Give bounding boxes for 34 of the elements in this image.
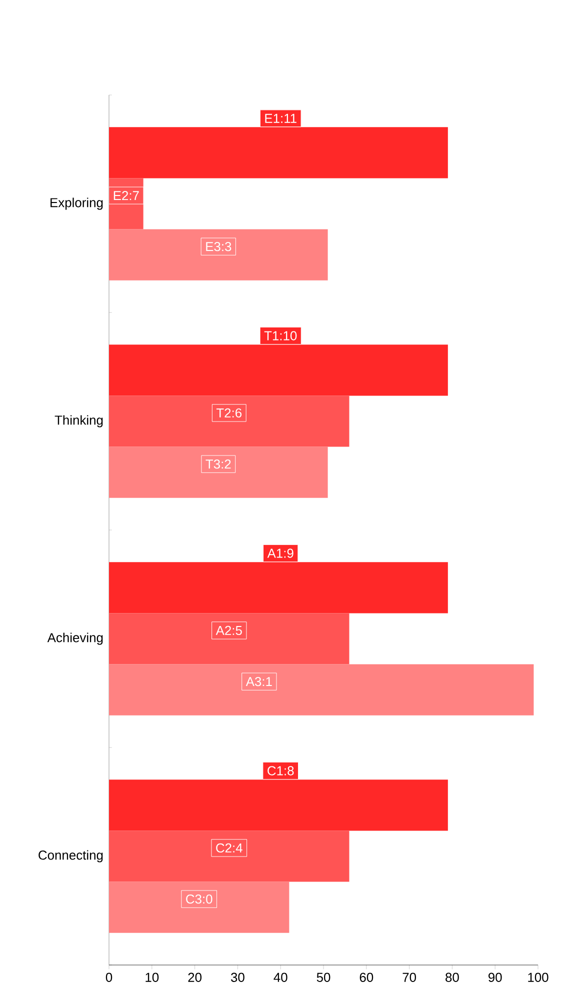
bar [109, 613, 350, 664]
data-label: A2:5 [216, 626, 242, 636]
x-tick-label: 0 [106, 972, 112, 982]
data-label: E1:11 [265, 114, 296, 123]
x-tick-label: 60 [360, 972, 374, 982]
data-label: T1:10 [264, 331, 297, 340]
x-tick-label: 40 [274, 972, 288, 982]
data-label: T2:6 [216, 408, 242, 418]
x-tick-label: 100 [528, 972, 548, 982]
x-tick-label: 80 [446, 972, 459, 982]
data-label: T3:2 [206, 459, 231, 469]
data-label: A3:1 [246, 676, 272, 686]
x-tick-label: 70 [402, 972, 416, 982]
y-tick-label: Achieving [47, 632, 103, 645]
y-tick-label: Exploring [50, 198, 103, 210]
data-label: E2:7 [114, 191, 139, 200]
data-label: A1:9 [267, 548, 294, 558]
bar [109, 664, 534, 716]
data-label: C2:4 [216, 843, 242, 853]
bar [109, 830, 350, 882]
y-tick-label: Connecting [38, 850, 103, 862]
x-tick-label: 50 [316, 972, 330, 982]
bar [109, 446, 328, 498]
x-tick-label: 20 [188, 972, 202, 982]
bar [109, 396, 350, 447]
data-label: C3:0 [186, 894, 212, 904]
x-tick-label: 30 [230, 972, 244, 982]
x-tick-label: 10 [146, 972, 159, 982]
bar [109, 229, 328, 280]
x-tick-label: 90 [488, 972, 502, 982]
data-label: E3:3 [206, 242, 232, 252]
data-label: C1:8 [268, 766, 294, 776]
bar [109, 882, 290, 933]
y-tick-label: Thinking [54, 415, 103, 428]
